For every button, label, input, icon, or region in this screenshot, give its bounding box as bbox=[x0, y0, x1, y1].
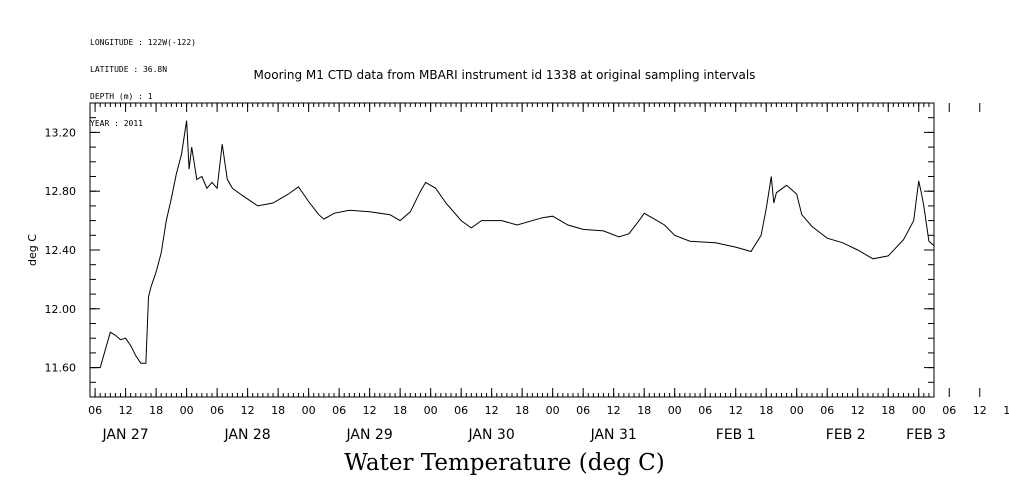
x-tick-label: 12 bbox=[485, 404, 499, 417]
y-axis-label: deg C bbox=[26, 234, 39, 266]
x-tick-label: 06 bbox=[210, 404, 224, 417]
x-tick-label: 06 bbox=[698, 404, 712, 417]
y-tick-label: 12.80 bbox=[45, 185, 77, 198]
x-tick-label: 12 bbox=[851, 404, 865, 417]
x-tick-label: 12 bbox=[607, 404, 621, 417]
x-tick-label: 18 bbox=[393, 404, 407, 417]
x-tick-label: 18 bbox=[149, 404, 163, 417]
x-tick-label: 00 bbox=[912, 404, 926, 417]
meta-year: YEAR : 2011 bbox=[90, 119, 143, 128]
mooring-metadata: LONGITUDE : 122W(-122) LATITUDE : 36.8N … bbox=[90, 20, 196, 137]
y-tick-label: 12.40 bbox=[45, 244, 77, 257]
x-tick-label: 12 bbox=[729, 404, 743, 417]
x-tick-label: 12 bbox=[363, 404, 377, 417]
plot-frame bbox=[89, 102, 935, 398]
y-tick-label: 12.00 bbox=[45, 303, 77, 316]
x-tick-label: 12 bbox=[119, 404, 133, 417]
x-tick-label: 18 bbox=[515, 404, 529, 417]
x-tick-label: 18 bbox=[759, 404, 773, 417]
x-tick-label: 18 bbox=[637, 404, 651, 417]
series-line bbox=[90, 120, 935, 369]
x-day-label: JAN 28 bbox=[224, 427, 271, 443]
x-day-label: FEB 2 bbox=[826, 427, 866, 443]
x-day-label: FEB 1 bbox=[716, 427, 756, 443]
x-tick-label: 00 bbox=[180, 404, 194, 417]
x-tick-label: 06 bbox=[454, 404, 468, 417]
meta-depth: DEPTH (m) : 1 bbox=[90, 92, 153, 101]
chart-title: Mooring M1 CTD data from MBARI instrumen… bbox=[253, 68, 756, 82]
x-day-label: JAN 27 bbox=[101, 427, 148, 443]
x-tick-label: 00 bbox=[302, 404, 316, 417]
x-tick-label: 18 bbox=[271, 404, 285, 417]
x-tick-label: 00 bbox=[668, 404, 682, 417]
x-tick-label: 06 bbox=[332, 404, 346, 417]
x-tick-label: 06 bbox=[576, 404, 590, 417]
x-tick-label: 12 bbox=[241, 404, 255, 417]
x-tick-label: 00 bbox=[546, 404, 560, 417]
x-tick-label: 06 bbox=[942, 404, 956, 417]
x-tick-label: 12 bbox=[973, 404, 987, 417]
x-tick-label: 18 bbox=[881, 404, 895, 417]
x-tick-label: 06 bbox=[820, 404, 834, 417]
chart-subtitle: Water Temperature (deg C) bbox=[344, 450, 665, 476]
x-day-label: FEB 3 bbox=[906, 427, 946, 443]
x-tick-label: 00 bbox=[424, 404, 438, 417]
x-tick-label: 06 bbox=[88, 404, 102, 417]
meta-latitude: LATITUDE : 36.8N bbox=[90, 65, 168, 74]
y-tick-label: 13.20 bbox=[45, 126, 77, 139]
x-day-label: JAN 30 bbox=[468, 427, 515, 443]
meta-longitude: LONGITUDE : 122W(-122) bbox=[90, 38, 196, 47]
x-tick-label: 18 bbox=[1003, 404, 1009, 417]
y-tick-label: 11.60 bbox=[45, 362, 77, 375]
x-day-label: JAN 31 bbox=[590, 427, 637, 443]
x-day-label: JAN 29 bbox=[346, 427, 393, 443]
x-tick-label: 00 bbox=[790, 404, 804, 417]
